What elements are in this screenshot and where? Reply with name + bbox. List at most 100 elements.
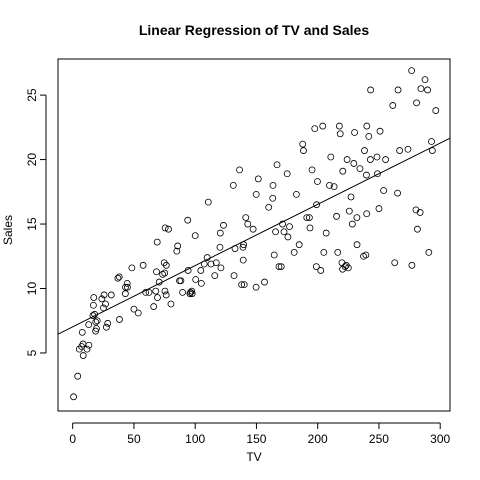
data-point <box>308 166 316 174</box>
y-tick-label: 15 <box>25 217 39 231</box>
data-point <box>421 76 429 84</box>
data-point <box>290 249 298 256</box>
data-point <box>284 233 292 241</box>
data-point <box>339 167 347 175</box>
data-point <box>269 194 277 202</box>
data-point <box>311 125 319 133</box>
data-point <box>90 301 97 309</box>
data-point <box>353 214 361 221</box>
data-point <box>85 341 93 349</box>
data-point <box>320 249 328 256</box>
data-point <box>326 181 333 189</box>
data-point <box>217 264 225 272</box>
data-point <box>92 318 100 326</box>
data-point <box>295 241 303 249</box>
y-axis-label: Sales <box>1 215 15 245</box>
data-point <box>327 153 335 161</box>
data-point <box>78 328 86 336</box>
data-point <box>212 259 220 267</box>
data-point <box>396 147 404 154</box>
data-point <box>283 170 291 178</box>
data-point <box>348 220 356 228</box>
data-point <box>303 214 311 221</box>
data-point <box>363 210 371 218</box>
data-point <box>240 241 247 249</box>
data-point <box>394 189 401 197</box>
data-point <box>362 251 370 259</box>
data-point <box>124 283 131 291</box>
y-tick-label: 5 <box>25 349 39 356</box>
data-point <box>139 261 147 269</box>
data-point <box>417 85 425 93</box>
data-point <box>275 263 283 270</box>
data-point <box>334 249 342 256</box>
data-point <box>188 290 196 298</box>
data-point <box>242 214 250 221</box>
data-point <box>367 86 375 94</box>
regression-line <box>57 137 451 335</box>
data-point <box>312 263 320 270</box>
data-point <box>85 321 93 329</box>
data-point <box>269 181 277 189</box>
data-point <box>382 156 389 163</box>
data-point <box>191 232 199 240</box>
data-point <box>363 122 371 130</box>
data-point <box>167 300 175 308</box>
data-point <box>162 291 170 299</box>
data-point <box>335 122 343 130</box>
data-point <box>351 129 358 136</box>
data-point <box>273 161 281 169</box>
data-point <box>299 140 307 148</box>
data-point <box>343 156 351 163</box>
data-point <box>240 281 248 289</box>
data-point <box>83 345 91 353</box>
data-point <box>100 304 107 312</box>
data-point <box>428 147 436 154</box>
data-point <box>239 256 247 264</box>
data-point <box>252 283 260 291</box>
data-point <box>89 312 97 319</box>
data-point <box>272 228 279 236</box>
data-point <box>145 288 153 296</box>
data-point <box>75 345 83 353</box>
data-point <box>177 277 185 285</box>
data-point <box>239 243 247 251</box>
data-point <box>216 229 224 237</box>
data-point <box>305 214 313 221</box>
data-point <box>376 127 384 135</box>
data-point <box>408 261 416 269</box>
data-point <box>155 278 163 286</box>
data-point <box>142 288 150 296</box>
data-point <box>363 171 370 179</box>
chart-title: Linear Regression of TV and Sales <box>139 22 370 38</box>
y-tick-label: 25 <box>25 88 39 102</box>
x-tick-label: 250 <box>369 432 389 446</box>
data-point <box>102 323 110 331</box>
data-point <box>207 260 215 268</box>
data-point <box>345 207 353 215</box>
data-point <box>100 291 108 299</box>
data-point <box>161 287 169 295</box>
data-point <box>200 260 208 268</box>
data-point <box>98 295 106 303</box>
x-tick-label: 100 <box>185 432 205 446</box>
data-point <box>130 305 138 313</box>
data-point <box>229 181 237 189</box>
data-point <box>344 264 352 272</box>
data-point <box>74 372 82 380</box>
data-point <box>414 225 421 233</box>
data-point <box>114 274 122 282</box>
data-point <box>286 223 293 231</box>
data-point <box>121 290 129 298</box>
data-point <box>416 209 424 216</box>
data-point <box>361 147 368 154</box>
y-tick-label: 20 <box>25 153 39 167</box>
data-point <box>216 243 224 251</box>
data-point <box>238 281 246 289</box>
data-point <box>254 175 262 183</box>
data-point <box>150 303 158 310</box>
data-point <box>389 102 397 109</box>
data-point <box>204 198 212 206</box>
data-point <box>353 241 361 249</box>
data-point <box>341 263 349 270</box>
